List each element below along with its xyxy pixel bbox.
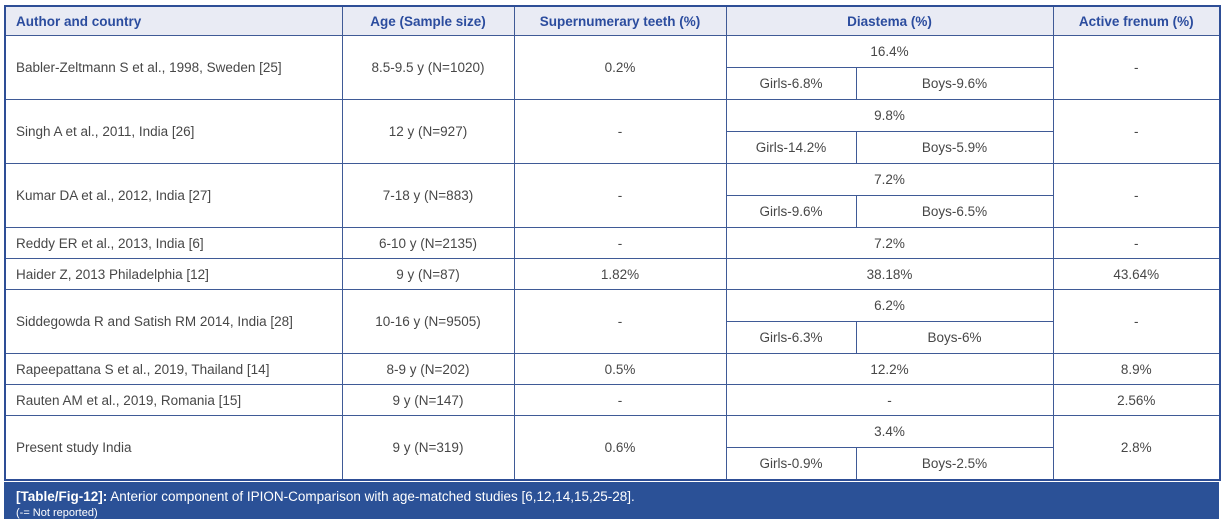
col-header-age: Age (Sample size) [341,5,515,36]
cell-frenum: - [1052,163,1221,228]
table-subrow: Girls-6.3% Boys-6% [5,321,1220,354]
cell-diastema-girls: Girls-6.3% [725,321,857,354]
cell-diastema-total: 6.2% [725,289,1054,322]
table-row: Rapeepattana S et al., 2019, Thailand [1… [4,353,1221,385]
cell-supernumerary: 0.2% [513,35,727,100]
cell-supernumerary: - [513,163,727,228]
cell-frenum: - [1052,227,1221,259]
cell-supernumerary: - [513,289,727,354]
cell-age: 9 y (N=147) [341,384,515,416]
cell-author: Singh A et al., 2011, India [26] [4,99,343,164]
cell-diastema-girls: Girls-6.8% [725,67,857,100]
cell-diastema-total: 9.8% [725,99,1054,132]
cell-author: Present study India [4,415,343,481]
caption-text: Anterior component of IPION-Comparison w… [110,489,635,504]
col-header-author: Author and country [4,5,343,36]
cell-age: 8.5-9.5 y (N=1020) [341,35,515,100]
cell-age: 7-18 y (N=883) [341,163,515,228]
table-subrow: Girls-14.2% Boys-5.9% [5,131,1220,164]
cell-author: Reddy ER et al., 2013, India [6] [4,227,343,259]
cell-author: Rauten AM et al., 2019, Romania [15] [4,384,343,416]
cell-diastema-total: 3.4% [725,415,1054,448]
cell-frenum: 2.8% [1052,415,1221,481]
cell-supernumerary: 0.5% [513,353,727,385]
cell-author: Rapeepattana S et al., 2019, Thailand [1… [4,353,343,385]
cell-diastema-boys: Boys-6% [855,321,1054,354]
cell-diastema-boys: Boys-5.9% [855,131,1054,164]
caption-footnote: (-= Not reported) [16,507,98,519]
table-row: Haider Z, 2013 Philadelphia [12] 9 y (N=… [4,258,1221,290]
cell-frenum: - [1052,35,1221,100]
cell-diastema-girls: Girls-14.2% [725,131,857,164]
cell-diastema-total: - [725,384,1054,416]
caption-label: [Table/Fig-12]: [16,489,108,504]
cell-age: 9 y (N=87) [341,258,515,290]
cell-author: Kumar DA et al., 2012, India [27] [4,163,343,228]
cell-frenum: 2.56% [1052,384,1221,416]
cell-diastema-total: 12.2% [725,353,1054,385]
table-subrow: Girls-9.6% Boys-6.5% [5,195,1220,228]
cell-diastema-boys: Boys-9.6% [855,67,1054,100]
cell-diastema-boys: Boys-2.5% [855,447,1054,481]
col-header-frenum: Active frenum (%) [1052,5,1221,36]
cell-supernumerary: 0.6% [513,415,727,481]
cell-age: 8-9 y (N=202) [341,353,515,385]
header-row: Author and country Age (Sample size) Sup… [4,5,1221,36]
table-caption-bar: [Table/Fig-12]: Anterior component of IP… [4,482,1219,519]
cell-diastema-total: 38.18% [725,258,1054,290]
table-caption: [Table/Fig-12]: Anterior component of IP… [16,488,1207,505]
cell-author: Siddegowda R and Satish RM 2014, India [… [4,289,343,354]
table-row: Present study India 9 y (N=319) 0.6% 3.4… [4,415,1221,481]
table-row: Babler-Zeltmann S et al., 1998, Sweden [… [4,35,1221,100]
cell-diastema-girls: Girls-9.6% [725,195,857,228]
table-row: Siddegowda R and Satish RM 2014, India [… [4,289,1221,354]
cell-age: 10-16 y (N=9505) [341,289,515,354]
cell-diastema-total: 7.2% [725,227,1054,259]
cell-diastema-total: 16.4% [725,35,1054,68]
cell-frenum: 43.64% [1052,258,1221,290]
table-row: Kumar DA et al., 2012, India [27] 7-18 y… [4,163,1221,228]
cell-author: Haider Z, 2013 Philadelphia [12] [4,258,343,290]
cell-supernumerary: - [513,99,727,164]
cell-supernumerary: - [513,227,727,259]
cell-supernumerary: - [513,384,727,416]
cell-age: 6-10 y (N=2135) [341,227,515,259]
cell-frenum: 8.9% [1052,353,1221,385]
table-row: Reddy ER et al., 2013, India [6] 6-10 y … [4,227,1221,259]
cell-frenum: - [1052,289,1221,354]
cell-age: 12 y (N=927) [341,99,515,164]
cell-diastema-girls: Girls-0.9% [725,447,857,481]
comparison-table: Author and country Age (Sample size) Sup… [4,5,1221,481]
cell-diastema-total: 7.2% [725,163,1054,196]
col-header-diastema: Diastema (%) [725,5,1054,36]
col-header-supernumerary: Supernumerary teeth (%) [513,5,727,36]
cell-age: 9 y (N=319) [341,415,515,481]
cell-frenum: - [1052,99,1221,164]
cell-author: Babler-Zeltmann S et al., 1998, Sweden [… [4,35,343,100]
table-subrow: Girls-6.8% Boys-9.6% [5,67,1220,100]
table-row: Singh A et al., 2011, India [26] 12 y (N… [4,99,1221,164]
table-row: Rauten AM et al., 2019, Romania [15] 9 y… [4,384,1221,416]
cell-supernumerary: 1.82% [513,258,727,290]
table-subrow: Girls-0.9% Boys-2.5% [5,447,1220,481]
cell-diastema-boys: Boys-6.5% [855,195,1054,228]
